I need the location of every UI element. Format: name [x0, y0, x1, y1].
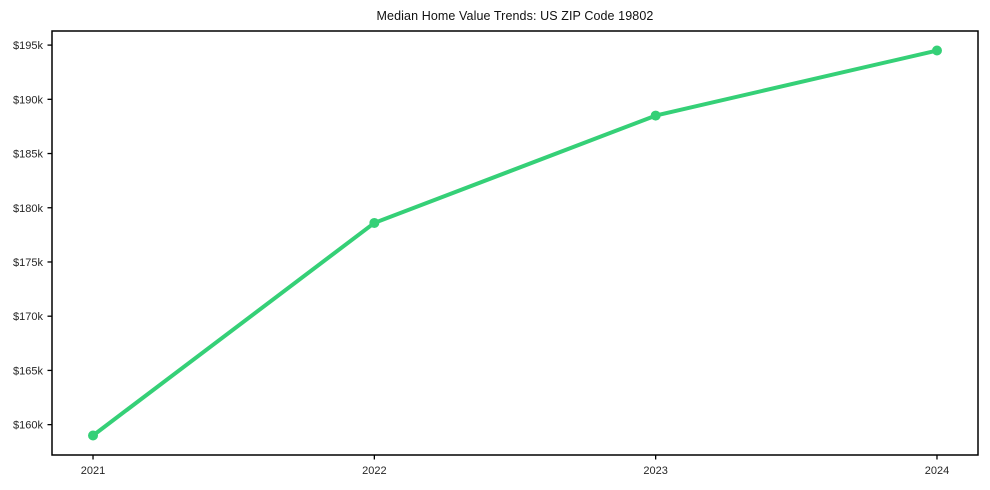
x-axis-tick-label: 2023	[643, 465, 667, 477]
y-axis-tick-label: $175k	[13, 257, 43, 269]
y-axis-tick-label: $190k	[13, 94, 43, 106]
data-point-marker	[931, 45, 942, 56]
x-axis-tick-label: 2021	[81, 465, 105, 477]
trend-line	[91, 48, 939, 438]
y-axis-tick-label: $180k	[13, 203, 43, 215]
data-point-marker	[369, 217, 380, 228]
y-axis-tick-label: $160k	[13, 420, 43, 432]
chart-title: Median Home Value Trends: US ZIP Code 19…	[376, 9, 654, 23]
data-point-marker	[88, 430, 99, 441]
data-point-marker	[650, 110, 661, 121]
plot-frame	[51, 30, 979, 456]
y-axis-tick-label: $195k	[13, 40, 43, 52]
x-axis-tick-label: 2024	[925, 465, 949, 477]
x-axis-tick-label: 2022	[362, 465, 386, 477]
y-axis-tick-label: $170k	[13, 311, 43, 323]
y-axis-tick-label: $165k	[13, 365, 43, 377]
y-axis-tick-label: $185k	[13, 149, 43, 161]
